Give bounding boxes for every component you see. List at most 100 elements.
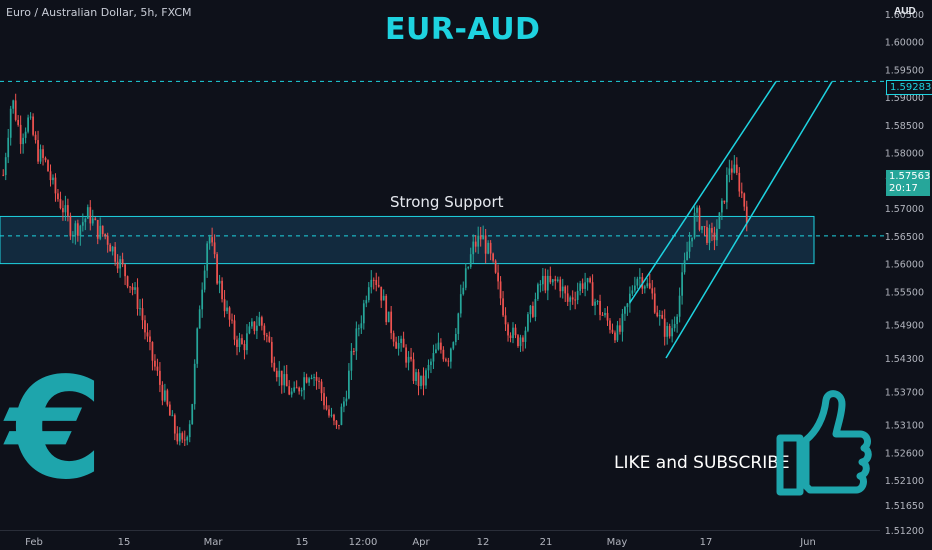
candle-body bbox=[479, 235, 482, 240]
candle-body bbox=[402, 338, 405, 348]
candle-body bbox=[372, 279, 375, 281]
candle-body bbox=[79, 225, 82, 236]
y-tick-label: 1.52600 bbox=[885, 448, 924, 459]
candle-body bbox=[4, 157, 7, 176]
candle-body bbox=[651, 288, 654, 294]
candle-body bbox=[703, 226, 706, 228]
candle-body bbox=[191, 404, 194, 425]
candle-body bbox=[293, 387, 296, 392]
candle-body bbox=[275, 370, 278, 378]
candle-body bbox=[111, 246, 114, 252]
candle-body bbox=[201, 289, 204, 310]
euro-icon: € bbox=[6, 348, 104, 511]
candle-body bbox=[171, 415, 174, 417]
candle-body bbox=[178, 433, 181, 442]
candle-body bbox=[333, 414, 335, 421]
candle-body bbox=[226, 307, 228, 312]
candle-body bbox=[541, 275, 544, 285]
candle-body bbox=[340, 406, 343, 425]
candle-body bbox=[370, 279, 373, 288]
candle-body bbox=[633, 285, 636, 291]
candle-body bbox=[534, 299, 537, 317]
candle-body bbox=[544, 275, 547, 291]
candle-body bbox=[706, 227, 708, 243]
candle-body bbox=[467, 266, 470, 269]
candle-body bbox=[482, 235, 485, 240]
candle-body bbox=[666, 326, 669, 337]
candle-body bbox=[238, 338, 241, 347]
candle-body bbox=[609, 320, 611, 330]
candle-body bbox=[99, 225, 102, 239]
candle-body bbox=[119, 259, 121, 269]
candle-body bbox=[315, 376, 318, 381]
candle-body bbox=[698, 207, 701, 230]
candle-body bbox=[206, 243, 209, 271]
candle-body bbox=[405, 347, 407, 363]
candle-body bbox=[380, 286, 383, 301]
candle-body bbox=[256, 325, 258, 331]
candle-body bbox=[469, 254, 472, 267]
candle-body bbox=[427, 364, 430, 371]
candle-body bbox=[430, 361, 432, 365]
candle-body bbox=[504, 315, 507, 325]
candle-body bbox=[76, 223, 79, 236]
candle-body bbox=[27, 117, 29, 132]
candle-body bbox=[740, 191, 743, 194]
candle-body bbox=[606, 312, 609, 321]
candle-body bbox=[251, 321, 253, 327]
candle-body bbox=[648, 283, 651, 289]
bar-countdown: 20:17 bbox=[889, 183, 918, 194]
candle-body bbox=[743, 193, 746, 207]
candle-body bbox=[514, 327, 517, 336]
candle-body bbox=[298, 387, 301, 392]
candle-body bbox=[745, 206, 748, 224]
candle-body bbox=[328, 409, 330, 416]
candle-body bbox=[673, 324, 676, 329]
candle-body bbox=[447, 360, 450, 362]
candle-body bbox=[454, 333, 457, 343]
candle-body bbox=[144, 320, 146, 333]
candle-body bbox=[519, 337, 522, 347]
candle-body bbox=[735, 164, 738, 173]
candle-body bbox=[733, 164, 736, 173]
candle-body bbox=[671, 328, 674, 337]
candle-body bbox=[527, 314, 529, 331]
candle-body bbox=[159, 370, 161, 385]
candle-body bbox=[636, 278, 639, 286]
candle-body bbox=[604, 312, 606, 316]
x-tick-label: Jun bbox=[799, 537, 816, 548]
resistance-price-tag: 1.59283 bbox=[886, 80, 932, 95]
thumbs-up-icon bbox=[776, 390, 872, 496]
candle-body bbox=[442, 349, 445, 360]
candle-body bbox=[375, 279, 378, 285]
candle-body bbox=[146, 332, 149, 337]
y-tick-label: 1.59000 bbox=[885, 93, 924, 104]
candle-body bbox=[114, 246, 117, 262]
candle-body bbox=[139, 308, 141, 310]
candle-body bbox=[626, 303, 629, 308]
candle-body bbox=[596, 300, 599, 302]
candle-body bbox=[407, 356, 410, 363]
candle-body bbox=[67, 205, 69, 216]
candle-body bbox=[263, 325, 266, 336]
candle-body bbox=[581, 283, 584, 289]
candle-body bbox=[134, 287, 136, 290]
candle-body bbox=[546, 275, 549, 291]
symbol-info: Euro / Australian Dollar, 5h, FXCM bbox=[6, 6, 192, 19]
candle-body bbox=[663, 318, 666, 337]
candle-body bbox=[676, 316, 679, 325]
candle-body bbox=[474, 241, 477, 247]
candle-body bbox=[512, 327, 514, 339]
candle-body bbox=[126, 276, 129, 287]
candle-body bbox=[532, 305, 534, 317]
x-tick-label: 21 bbox=[540, 537, 553, 548]
y-tick-label: 1.54900 bbox=[885, 321, 924, 332]
candle-body bbox=[211, 237, 213, 243]
candle-body bbox=[571, 297, 574, 300]
candle-body bbox=[638, 277, 641, 279]
candle-body bbox=[584, 282, 586, 289]
candle-body bbox=[599, 300, 601, 315]
candle-body bbox=[492, 253, 494, 261]
candle-body bbox=[176, 433, 179, 442]
